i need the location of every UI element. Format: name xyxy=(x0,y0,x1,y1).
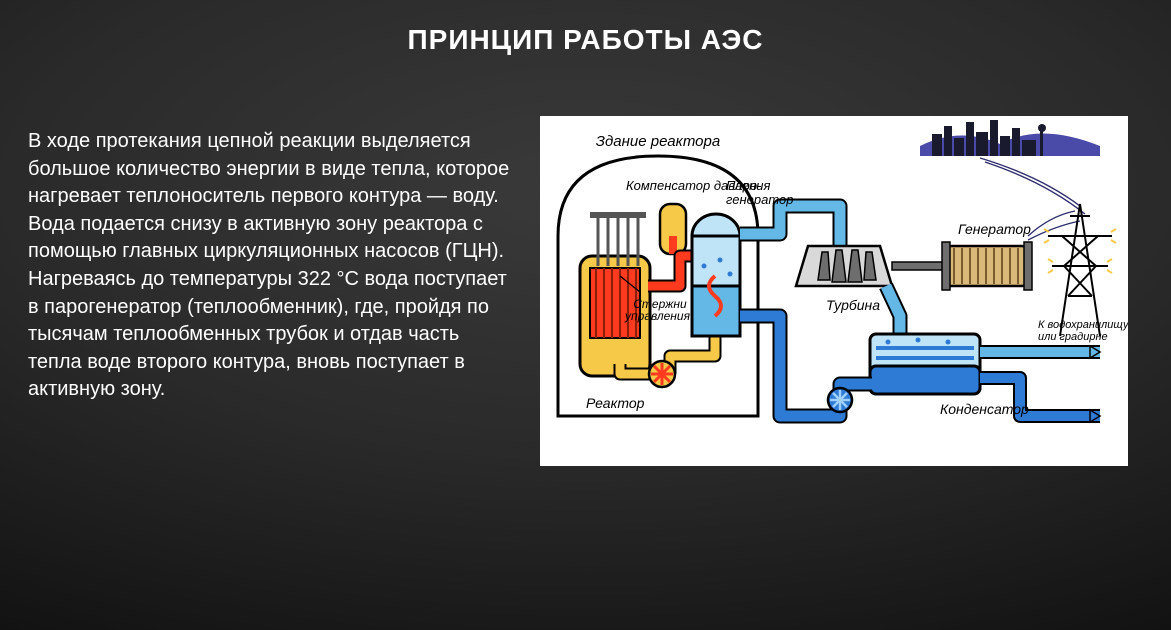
turbine-icon xyxy=(796,246,946,286)
condenser-label: Конденсатор xyxy=(940,401,1029,417)
slide-title: ПРИНЦИП РАБОТЫ АЭС xyxy=(0,24,1171,56)
generator-label: Генератор xyxy=(958,221,1031,237)
slide: ПРИНЦИП РАБОТЫ АЭС В ходе протекания цеп… xyxy=(0,0,1171,630)
pylon-icon xyxy=(1044,204,1116,336)
steam-generator-label: Паро- генератор xyxy=(726,178,793,207)
steam-generator-icon xyxy=(692,214,740,336)
primary-pump-icon xyxy=(649,361,675,387)
city-skyline-icon xyxy=(920,120,1100,156)
control-rods-label: Стержни управления xyxy=(624,297,691,323)
npp-diagram: Здание реактора Компенсатор давления Пар… xyxy=(540,116,1128,466)
condenser-icon xyxy=(870,334,980,394)
reactor-label: Реактор xyxy=(586,395,645,411)
generator-icon xyxy=(942,242,1032,290)
building-label: Здание реактора xyxy=(596,133,720,150)
body-paragraph: В ходе протекания цепной реакции выделяе… xyxy=(28,128,518,404)
feedwater-pump-icon xyxy=(828,388,852,412)
cooling-outlet-label: К водохранилищу или градирне xyxy=(1038,319,1128,343)
turbine-label: Турбина xyxy=(826,297,880,313)
